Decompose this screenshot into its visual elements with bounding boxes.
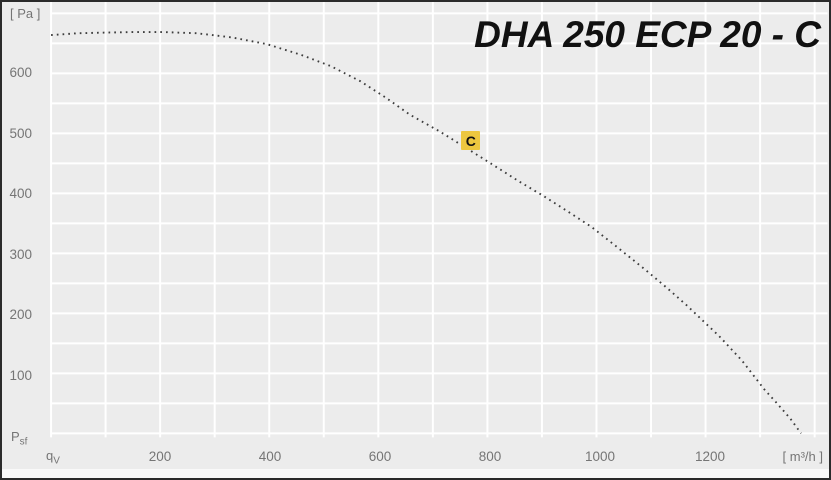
flow-symbol-main: q bbox=[46, 448, 54, 463]
pressure-symbol-main: P bbox=[11, 429, 20, 444]
x-tick-label: 800 bbox=[478, 449, 502, 464]
x-tick-label: 200 bbox=[148, 449, 172, 464]
x-axis-unit-label: [ m³/h ] bbox=[782, 449, 823, 464]
x-tick-label: 400 bbox=[258, 449, 282, 464]
bottom-margin-strip bbox=[2, 469, 829, 478]
y-tick-label: 100 bbox=[9, 367, 32, 383]
operating-point-marker-c: C bbox=[461, 131, 481, 151]
y-tick-label: 500 bbox=[9, 125, 32, 141]
y-axis-symbol-psf: Psf bbox=[11, 429, 27, 447]
x-axis-symbol-qv: qV bbox=[46, 448, 60, 466]
x-tick-label: 1000 bbox=[584, 449, 616, 464]
chart-title: DHA 250 ECP 20 - C bbox=[474, 14, 821, 55]
x-tick-label: 600 bbox=[368, 449, 392, 464]
y-tick-label: 400 bbox=[9, 186, 32, 201]
flow-symbol-sub: V bbox=[53, 455, 60, 467]
y-tick-label: 200 bbox=[9, 307, 32, 322]
vertical-gridlines bbox=[50, 2, 816, 438]
horizontal-gridlines bbox=[51, 12, 828, 435]
pressure-symbol-sub: sf bbox=[19, 436, 28, 448]
y-axis-unit-label: [ Pa ] bbox=[10, 6, 41, 21]
y-tick-label: 300 bbox=[9, 246, 32, 262]
x-tick-label: 1200 bbox=[694, 449, 726, 464]
y-tick-label: 600 bbox=[9, 65, 32, 80]
